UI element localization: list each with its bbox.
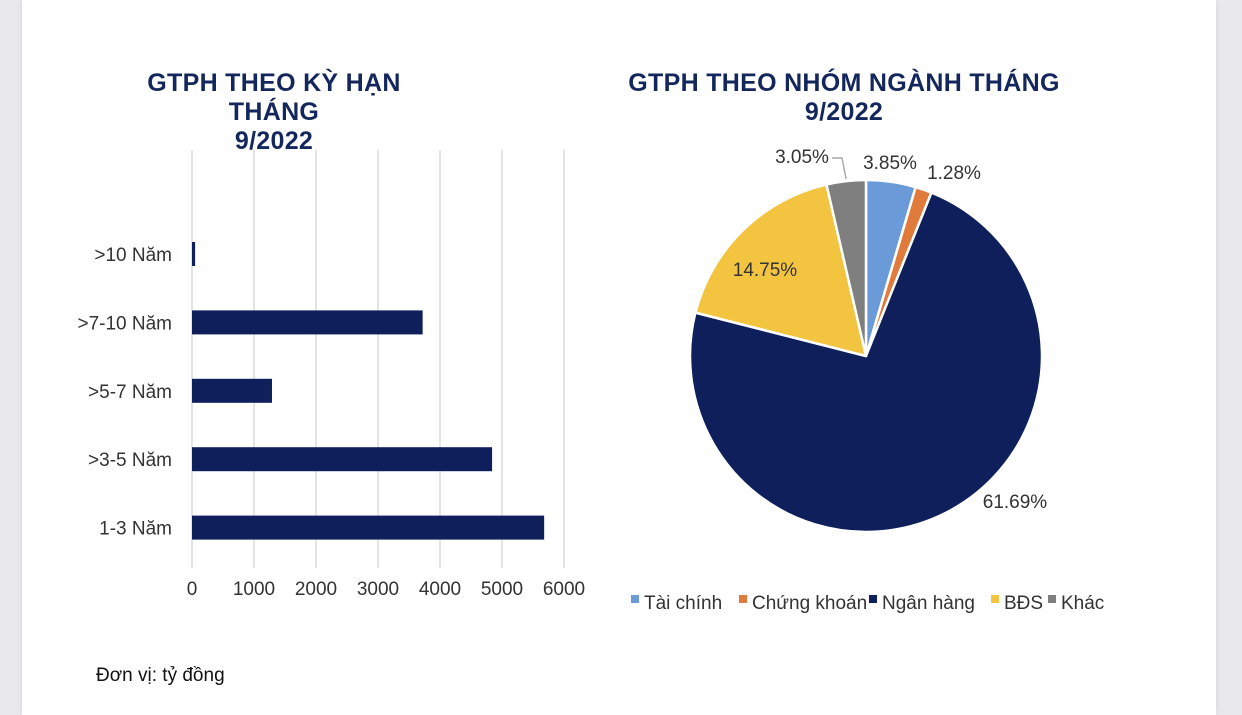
pie-slice: [694, 183, 868, 358]
pie-value-label: 61.69%: [983, 492, 1048, 513]
bar: [192, 378, 272, 403]
bar: [192, 447, 493, 472]
legend-label: Ngân hàng: [882, 593, 975, 614]
bar: [192, 242, 196, 266]
x-tick-label: 2000: [295, 579, 337, 600]
unit-footnote: Đơn vị: tỷ đồng: [96, 665, 225, 686]
legend-label: Chứng khoán: [752, 593, 867, 614]
category-label: 1-3 Năm: [99, 519, 172, 540]
pie-value-label: 3.85%: [863, 153, 917, 174]
pie-chart-title-line2: 9/2022: [804, 98, 884, 126]
category-label: >3-5 Năm: [88, 450, 172, 471]
bar-chart-title-line1: GTPH THEO KỲ HẠN THÁNG: [147, 69, 401, 126]
pie-chart-title: GTPH THEO NHÓM NGÀNH THÁNG 9/2022: [600, 69, 1088, 127]
legend-swatch: [631, 595, 639, 603]
category-label: >10 Năm: [94, 245, 172, 266]
legend-label: Khác: [1061, 593, 1104, 614]
x-tick-label: 0: [187, 579, 198, 600]
pie-slice: [825, 178, 868, 358]
x-tick-label: 3000: [357, 579, 399, 600]
legend-label: BĐS: [1004, 593, 1043, 614]
x-tick-label: 4000: [419, 579, 461, 600]
legend-swatch: [869, 595, 877, 603]
category-label: >5-7 Năm: [88, 382, 172, 403]
legend-label: Tài chính: [644, 593, 722, 614]
bar-chart: 0 1000 2000 3000 4000 5000 6000 >10 Năm >7-10 Nă…: [77, 150, 585, 600]
x-tick-label: 5000: [481, 579, 523, 600]
pie-chart-title-line1: GTPH THEO NHÓM NGÀNH THÁNG: [628, 69, 1060, 97]
x-tick-label: 6000: [543, 579, 585, 600]
bar: [192, 515, 545, 540]
legend-swatch: [739, 595, 747, 603]
pie-value-label: 3.05%: [775, 147, 829, 168]
category-label: >7-10 Năm: [77, 313, 172, 334]
pie-leader-line: [832, 157, 847, 180]
x-tick-label: 1000: [233, 579, 275, 600]
legend-swatch: [1048, 595, 1056, 603]
bar: [192, 310, 423, 335]
pie-slice: [688, 191, 1044, 534]
bar-chart-title-line2: 9/2022: [234, 127, 314, 155]
pie-value-label: 1.28%: [927, 163, 981, 184]
pie-value-label: 14.75%: [733, 260, 798, 281]
pie-chart: 3.85% 1.28% 61.69% 14.75% 3.05% Tài chính Chứn…: [631, 147, 1104, 614]
bar-chart-title: GTPH THEO KỲ HẠN THÁNG 9/2022: [108, 69, 440, 156]
legend-swatch: [991, 595, 999, 603]
